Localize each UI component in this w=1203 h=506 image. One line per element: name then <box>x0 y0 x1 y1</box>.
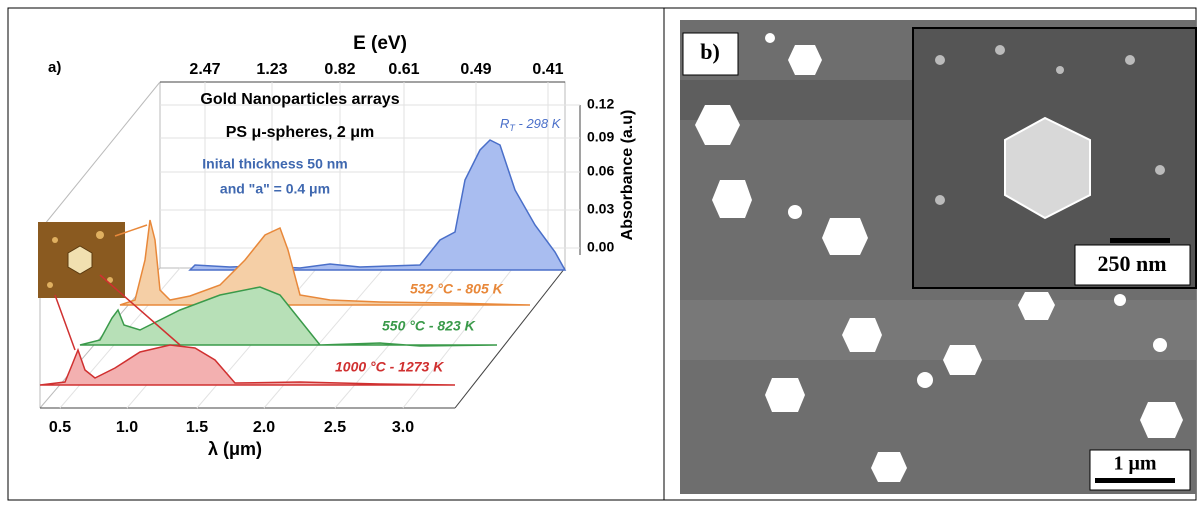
curve-label: 532 °C - 805 K <box>410 281 504 297</box>
y-tick-label: 0.12 <box>587 96 614 112</box>
note: and "a" = 0.4 μm <box>220 181 330 197</box>
y-tick-label: 0.00 <box>587 239 614 255</box>
x-tick-label: 1.5 <box>186 419 208 436</box>
panel-label: a) <box>48 59 61 76</box>
top-tick-label: 2.47 <box>189 61 220 78</box>
curve-label: 1000 °C - 1273 K <box>335 359 444 375</box>
x-tick-label: 2.0 <box>253 419 275 436</box>
x-tick-label: 3.0 <box>392 419 414 436</box>
x-axis-title: λ (μm) <box>208 439 262 459</box>
x-tick-label: 1.0 <box>116 419 138 436</box>
curves <box>39 139 567 386</box>
top-tick-label: 0.49 <box>460 61 491 78</box>
top-tick-label: 0.41 <box>532 61 563 78</box>
title: Gold Nanoparticles arrays <box>200 91 399 108</box>
top-tick-label: 0.61 <box>388 61 419 78</box>
subtitle: PS μ-spheres, 2 μm <box>226 124 375 141</box>
x-tick-label: 2.5 <box>324 419 346 436</box>
y-axis-title: Absorbance (a.u) <box>619 110 636 241</box>
top-tick-label: 1.23 <box>256 61 287 78</box>
y-tick-label: 0.03 <box>587 201 614 217</box>
note: Inital thickness 50 nm <box>202 156 348 172</box>
afm-inset <box>38 222 181 351</box>
x-tick-label: 0.5 <box>49 419 71 436</box>
sem-image <box>680 20 1197 494</box>
curve-label: 550 °C - 823 K <box>382 318 476 334</box>
top-axis-title: E (eV) <box>353 33 407 54</box>
curve-label: RT - 298 K <box>500 116 562 133</box>
panel-label: b) <box>700 39 720 64</box>
scale-label: 1 μm <box>1114 453 1157 475</box>
y-tick-label: 0.09 <box>587 129 614 145</box>
top-tick-label: 0.82 <box>324 61 355 78</box>
y-tick-label: 0.06 <box>587 163 614 179</box>
scale-label: 250 nm <box>1097 251 1166 276</box>
